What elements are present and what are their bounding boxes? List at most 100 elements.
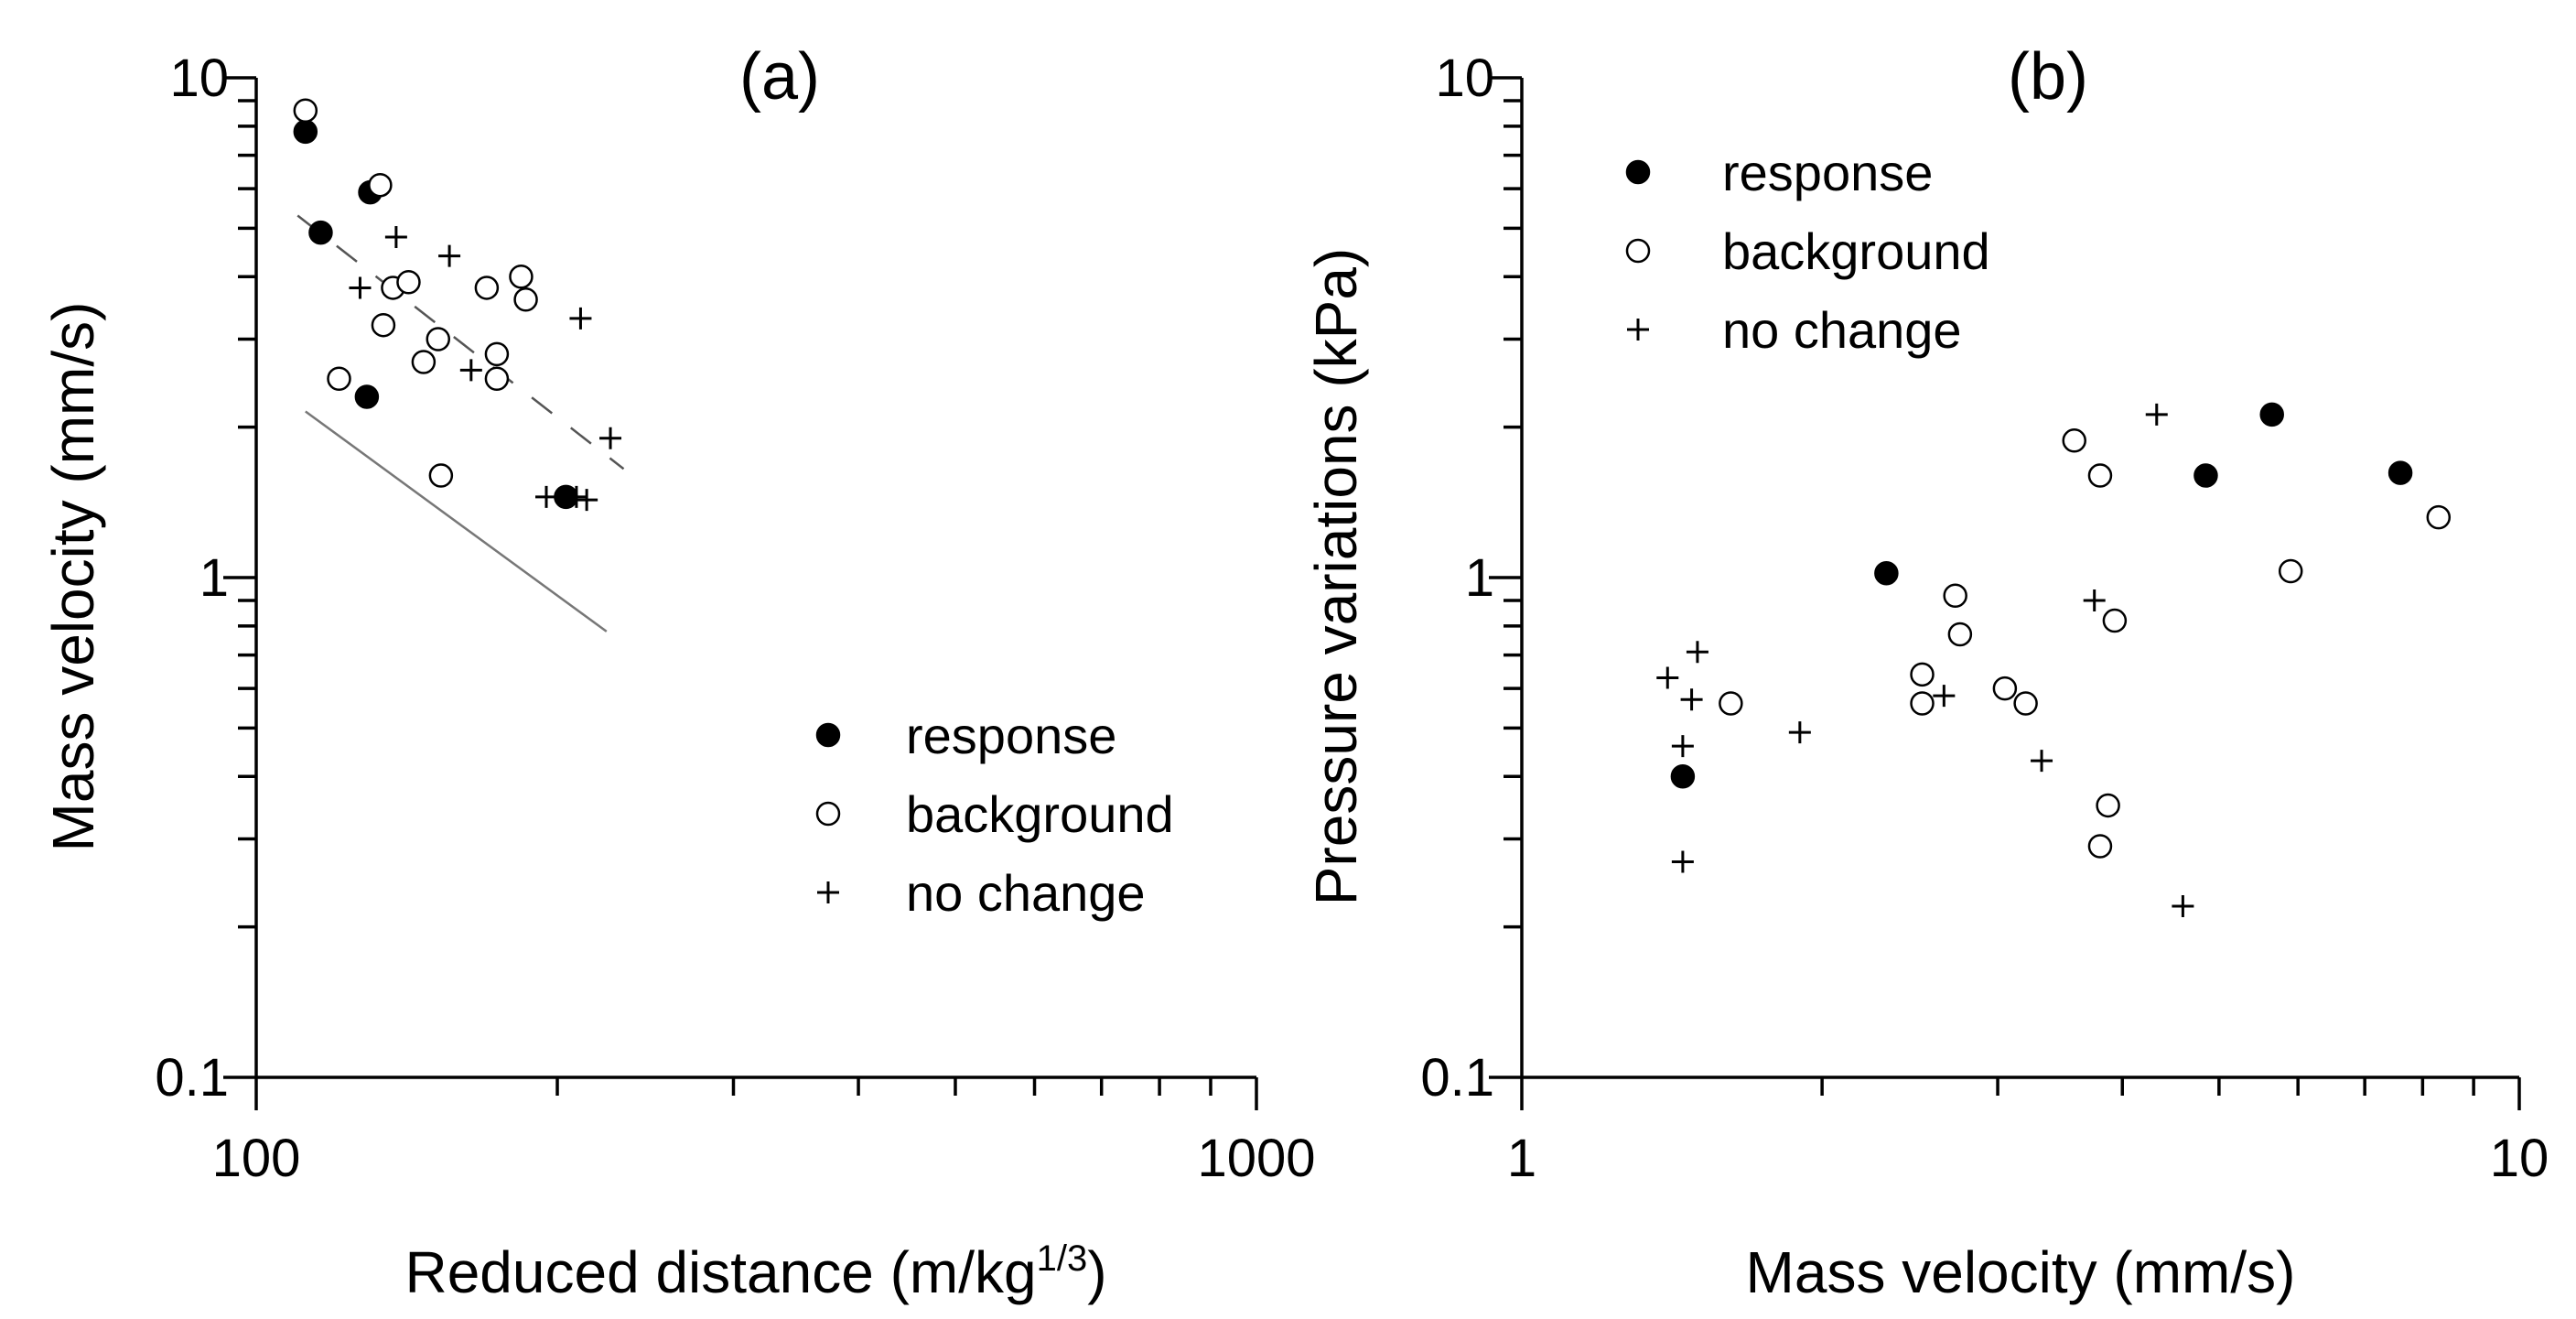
data-point	[293, 119, 318, 145]
data-point	[1943, 583, 1967, 609]
data-point	[484, 366, 510, 391]
data-point	[1874, 561, 1899, 586]
y-tick-label: 10	[1435, 49, 1494, 108]
legend-label: response	[906, 707, 1116, 764]
data-point	[1671, 850, 1694, 873]
data-point	[396, 270, 421, 295]
tick-labels: 100 1000 0.1 1 10	[155, 49, 1315, 1188]
data-point	[349, 276, 372, 299]
data-point	[459, 359, 482, 382]
data-point	[2087, 463, 2113, 488]
y-axis-title: Pressure variations (kPa)	[1303, 248, 1369, 905]
data-point	[2083, 589, 2106, 611]
data-point	[565, 485, 587, 508]
data-point	[371, 312, 396, 338]
data-point	[2387, 460, 2413, 485]
x-tick-label: 100	[212, 1129, 301, 1188]
x-axis-title-superscript: 1/3	[1037, 1238, 1088, 1279]
legend: response background no change	[815, 707, 1174, 922]
legend-marker	[817, 881, 839, 903]
data-point	[2259, 402, 2284, 427]
data-point	[384, 226, 407, 249]
x-tick-label: 10	[2490, 1129, 2549, 1188]
data-point	[411, 350, 437, 374]
data-point	[2096, 793, 2120, 818]
legend: response background no change	[1625, 144, 1990, 359]
data-point	[2193, 463, 2218, 488]
ticks	[1489, 76, 2521, 1110]
data-point	[438, 244, 461, 267]
data-marks	[293, 98, 622, 512]
legend-label: response	[1722, 144, 1933, 201]
data-point	[1719, 691, 1743, 716]
data-point	[1788, 721, 1811, 744]
ticks	[223, 76, 1258, 1110]
data-marks	[1656, 402, 2452, 918]
data-point	[1992, 676, 2018, 701]
data-point	[354, 384, 380, 409]
y-tick-label: 0.1	[155, 1048, 229, 1108]
data-point	[2172, 895, 2194, 918]
data-point	[1910, 662, 1935, 687]
data-point	[2426, 504, 2452, 530]
legend-marker	[1625, 159, 1651, 185]
data-point	[1670, 764, 1696, 789]
data-point	[513, 287, 538, 312]
data-point	[1680, 688, 1703, 711]
legend-label: no change	[1722, 301, 1962, 359]
data-point	[535, 485, 558, 508]
x-axis-title: Mass velocity (mm/s)	[1746, 1239, 2296, 1305]
fit-lines	[296, 214, 625, 632]
data-point	[1910, 691, 1935, 716]
data-point	[2013, 691, 2038, 716]
data-point	[2145, 403, 2168, 426]
series-response	[1670, 402, 2413, 789]
data-point	[509, 265, 534, 289]
series-response	[293, 119, 578, 510]
y-tick-label: 10	[169, 49, 229, 108]
series-background	[293, 98, 538, 488]
legend-label: no change	[906, 864, 1146, 922]
series-background	[1719, 428, 2452, 859]
data-point	[2278, 558, 2303, 584]
data-point	[1671, 735, 1694, 758]
y-axis-title: Mass velocity (mm/s)	[40, 302, 106, 852]
data-point	[428, 463, 454, 488]
data-point	[327, 366, 351, 391]
legend-label: background	[906, 785, 1174, 843]
data-point	[599, 427, 622, 449]
data-point	[2087, 834, 2113, 859]
legend-marker	[1625, 238, 1651, 264]
chart-panel-a: 100 1000 0.1 1 10 (a) Reduced distance (m/kg…	[40, 40, 1316, 1305]
legend-label: background	[1722, 222, 1990, 280]
dashed-fit-line	[296, 214, 625, 470]
data-point	[368, 172, 393, 198]
series-no-change	[1656, 403, 2194, 918]
data-point	[484, 341, 510, 367]
y-tick-label: 0.1	[1420, 1048, 1494, 1108]
series-no-change	[349, 226, 622, 512]
legend-marker	[815, 722, 841, 748]
data-point	[2102, 608, 2128, 633]
data-point	[576, 489, 598, 512]
data-point	[2062, 428, 2086, 453]
legend-marker	[1627, 319, 1649, 341]
panel-title: (b)	[2008, 40, 2088, 114]
legend-marker	[815, 801, 841, 827]
data-point	[1656, 666, 1679, 689]
solid-fit-line	[305, 410, 608, 632]
data-point	[308, 220, 333, 245]
panel-title: (a)	[739, 40, 820, 114]
y-tick-label: 1	[1465, 548, 1494, 608]
x-tick-label: 1000	[1197, 1129, 1315, 1188]
data-point	[293, 98, 318, 124]
data-point	[426, 327, 451, 351]
x-tick-label: 1	[1507, 1129, 1536, 1188]
y-tick-label: 1	[199, 548, 229, 608]
data-point	[474, 276, 500, 300]
x-axis-title: Reduced distance (m/kg1/3)	[404, 1238, 1106, 1305]
data-point	[1686, 641, 1708, 664]
